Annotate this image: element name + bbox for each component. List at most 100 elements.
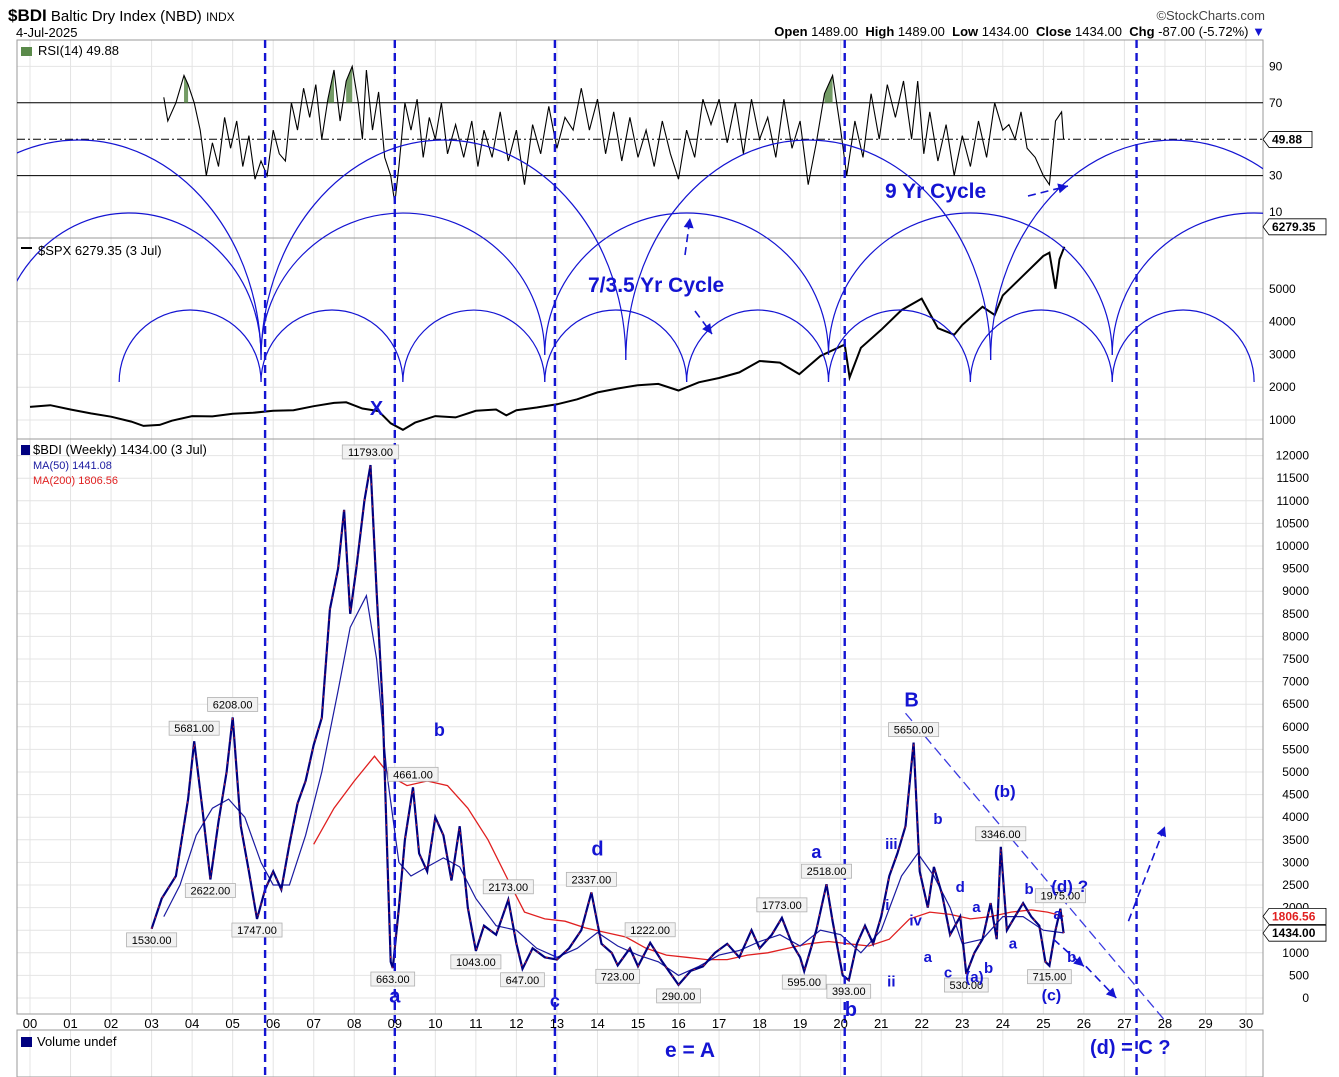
x-tick-label: 19 [793, 1016, 807, 1031]
value-label: 715.00 [1033, 972, 1067, 984]
x-tick-label: 30 [1239, 1016, 1253, 1031]
value-label-box [126, 932, 178, 948]
value-label: 5681.00 [174, 723, 214, 735]
wave-label: b [1025, 881, 1034, 898]
x-tick-label: 17 [712, 1016, 726, 1031]
rsi-tick-label: 70 [1269, 96, 1283, 110]
rsi-tick-label: 10 [1269, 205, 1283, 219]
ma200-current-tag: 1806.56 [1272, 909, 1316, 923]
high-label: High [865, 24, 895, 39]
rsi-overbought-fill [346, 66, 353, 103]
half-cycle-arc [1111, 309, 1255, 383]
rsi-panel-icon [21, 47, 32, 56]
wave-label: (a) [965, 969, 983, 986]
bdi-tick-label: 11500 [1277, 471, 1310, 485]
x-tick-label: 13 [550, 1016, 564, 1031]
value-label: 290.00 [662, 991, 696, 1003]
value-label-box [756, 897, 808, 913]
wave-label: a [972, 899, 981, 916]
bdi-tick-label: 8500 [1282, 607, 1309, 621]
x-tick-label: 12 [509, 1016, 523, 1031]
x-tick-label: 03 [144, 1016, 158, 1031]
e-equals-a-label: e = A [665, 1039, 715, 1062]
symbol-name: Baltic Dry Index (NBD) [50, 8, 202, 25]
value-label-box [341, 444, 400, 460]
spx-current-tag: 6279.35 [1272, 220, 1316, 234]
rsi-current-tag: 49.88 [1272, 132, 1302, 146]
low-label: Low [952, 24, 979, 39]
chart-date: 4-Jul-2025 [16, 25, 78, 40]
x-tick-label: 02 [104, 1016, 118, 1031]
annotation-layer: 1530.00 5681.00 2622.00 6208.00 1747.00 11793… [21, 47, 1327, 1047]
bdi-current-tag-box [1262, 924, 1327, 942]
wave-label: ii [887, 974, 895, 991]
spx-series-line [29, 246, 1066, 431]
wave-label: d [591, 839, 603, 861]
value-label-box [450, 954, 502, 970]
seven-year-trough-arrow-head [702, 323, 712, 334]
symbol-title: $BDI Baltic Dry Index (NBD) INDX [8, 6, 235, 26]
wave-label: b [434, 720, 445, 740]
x-tick-label: 07 [306, 1016, 320, 1031]
value-label: 1222.00 [630, 925, 670, 937]
spx-tick-label: 4000 [1269, 315, 1296, 329]
grid-layer [17, 40, 1263, 1077]
x-tick-label: 28 [1158, 1016, 1172, 1031]
bdi-tick-label: 10500 [1276, 516, 1310, 530]
nine-year-cycle-label: 9 Yr Cycle [885, 180, 986, 203]
x-tick-label: 11 [469, 1016, 483, 1031]
x-tick-label: 18 [752, 1016, 766, 1031]
bdi-current-tag: 1434.00 [1272, 926, 1316, 940]
value-label: 1773.00 [762, 900, 802, 912]
seven-year-cycle-arc [260, 212, 546, 356]
value-label-box [888, 722, 940, 738]
wave-label: a [389, 986, 401, 1008]
half-cycle-arc [686, 309, 830, 383]
half-cycle-arc [969, 309, 1113, 383]
value-label-box [1034, 888, 1086, 904]
open-label: Open [774, 24, 808, 39]
x-tick-label: 08 [347, 1016, 361, 1031]
seven-year-pointer-arrow-head [683, 218, 694, 229]
value-label: 595.00 [787, 977, 821, 989]
spx-panel-label: $SPX 6279.35 (3 Jul) [38, 243, 162, 258]
value-label: 2518.00 [807, 866, 847, 878]
bdi-tick-label: 4000 [1282, 810, 1309, 824]
source-credit: ©StockCharts.com [1156, 8, 1265, 23]
bdi-tick-label: 6000 [1282, 720, 1309, 734]
open-value: 1489.00 [811, 24, 859, 39]
value-label-box [1027, 969, 1072, 985]
wave-label: c [944, 965, 952, 982]
data-layer [17, 64, 1263, 987]
rsi-current-tag-box [1262, 131, 1313, 148]
bdi-tick-label: 7500 [1282, 652, 1309, 666]
rsi-overbought-fill [824, 75, 833, 103]
value-label: 647.00 [506, 975, 540, 987]
wave-label: (c) [1042, 987, 1062, 1004]
value-label: 1747.00 [237, 925, 277, 937]
value-label-box [500, 972, 545, 988]
bdi-tick-label: 10000 [1276, 539, 1310, 553]
spx-tick-label: 2000 [1269, 380, 1296, 394]
value-label: 393.00 [832, 986, 866, 998]
nine-year-cycle-arc [990, 139, 1263, 361]
nine-year-pointer-arrow [1027, 185, 1069, 197]
spx-tick-label: 3000 [1269, 347, 1296, 361]
seven-year-cycle-arc [827, 212, 1113, 356]
spx-tick-label: 1000 [1269, 413, 1296, 427]
x-tick-label: 15 [631, 1016, 645, 1031]
seven-year-cycle-label: 7/3.5 Yr Cycle [588, 274, 724, 297]
half-cycle-arc [260, 309, 404, 383]
x-tick-label: 20 [833, 1016, 847, 1031]
bdi-tick-label: 2500 [1282, 878, 1309, 892]
wave-label: iv [909, 913, 922, 930]
value-label: 2173.00 [488, 882, 528, 894]
bdi-tick-label: 3500 [1282, 833, 1309, 847]
value-label: 1975.00 [1040, 891, 1080, 903]
spx-panel-frame [16, 237, 1264, 440]
bdi-price-line [150, 464, 1065, 987]
projection-leg-arrow [1085, 965, 1117, 999]
value-label: 1530.00 [132, 935, 172, 947]
bdi-tick-label: 11000 [1277, 494, 1310, 508]
value-label-box [184, 883, 236, 898]
